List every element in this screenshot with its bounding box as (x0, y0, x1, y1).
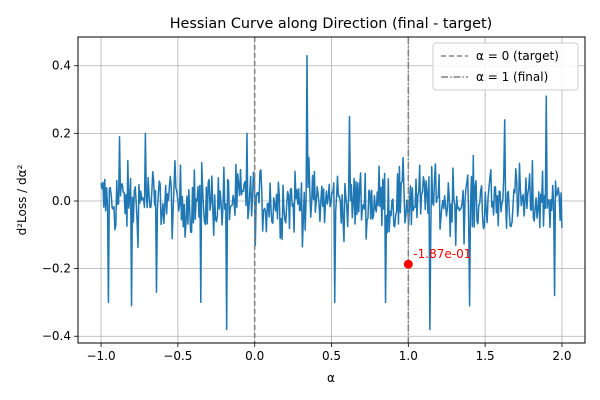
legend-label-final: α = 1 (final) (476, 70, 548, 84)
final-point-marker (403, 259, 413, 269)
x-tick-label: −1.0 (86, 349, 115, 363)
x-tick-label: 1.5 (476, 349, 495, 363)
legend-box (432, 42, 579, 91)
x-ticks: −1.0 −0.5 0.0 0.5 1.0 1.5 2.0 (86, 343, 572, 363)
marker-layer: -1.87e-01 (403, 247, 471, 269)
y-axis-label: d²Loss / dα² (15, 164, 29, 235)
y-tick-label: −0.4 (42, 329, 71, 343)
legend: α = 0 (target) α = 1 (final) (432, 42, 579, 91)
vertical-lines (253, 37, 410, 343)
legend-label-target: α = 0 (target) (476, 49, 559, 63)
series-layer (100, 54, 563, 331)
x-tick-label: 0.5 (322, 349, 341, 363)
x-axis-label: α (327, 371, 335, 385)
hessian-series-line (100, 54, 563, 331)
chart-title: Hessian Curve along Direction (final - t… (170, 16, 493, 32)
x-tick-label: 1.0 (399, 349, 418, 363)
y-tick-label: 0.2 (52, 126, 71, 140)
final-point-annotation: -1.87e-01 (413, 247, 471, 261)
y-tick-label: 0.0 (52, 194, 71, 208)
x-tick-label: 2.0 (552, 349, 571, 363)
x-tick-label: 0.0 (245, 349, 264, 363)
y-tick-label: −0.2 (42, 262, 71, 276)
y-ticks: −0.4 −0.2 0.0 0.2 0.4 (42, 59, 78, 343)
x-tick-label: −0.5 (163, 349, 192, 363)
y-tick-label: 0.4 (52, 59, 71, 73)
